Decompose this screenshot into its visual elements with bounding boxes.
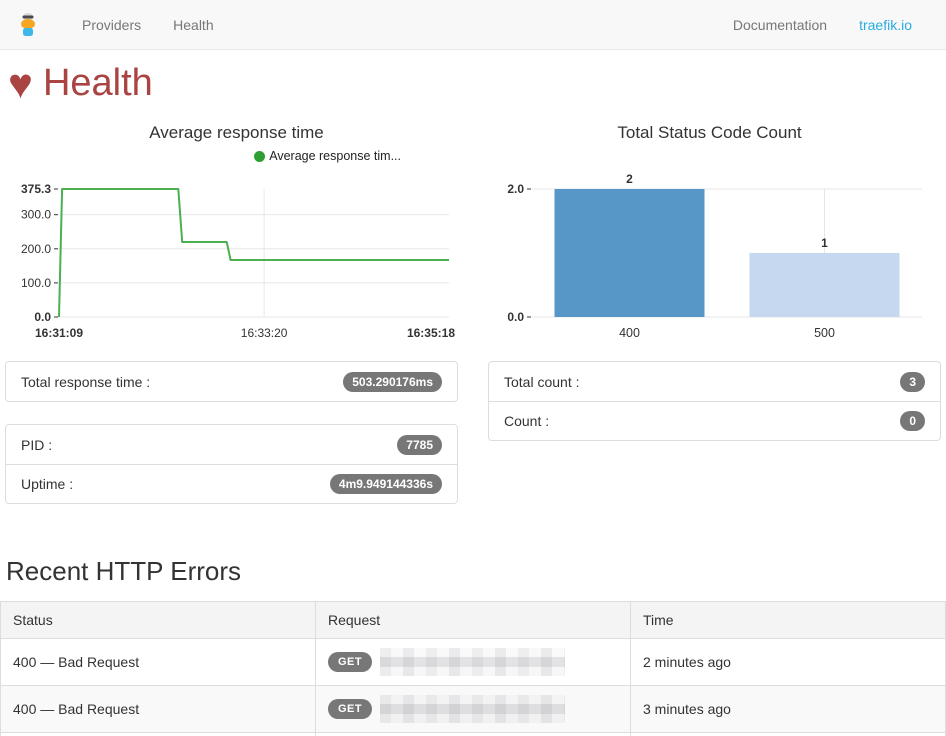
total-response-time-panel: Total response time : 503.290176ms [5, 361, 458, 402]
page-title: Health [42, 62, 153, 104]
recent-http-errors-section: Recent HTTP Errors Status Request Time 4… [0, 556, 946, 736]
error-table-row: 400 — Bad Request GET 3 minutes ago [0, 685, 946, 733]
nav-item-health[interactable]: Health [173, 16, 214, 33]
legend-dot-icon [254, 150, 266, 162]
counts-panel: Total count : 3 Count : 0 [488, 361, 941, 441]
redacted-request-url [380, 648, 566, 676]
http-method-badge: GET [328, 699, 373, 719]
traefik-logo-icon [21, 12, 35, 36]
svg-text:2.0: 2.0 [507, 182, 524, 196]
pid-label: PID : [21, 436, 53, 453]
svg-text:0.0: 0.0 [507, 310, 524, 324]
count-row: Count : 0 [489, 401, 940, 440]
traefik-logo[interactable] [18, 12, 38, 38]
error-time-cell: 2 minutes ago [630, 638, 946, 686]
column-header-request: Request [315, 601, 631, 639]
response-time-chart-title: Average response time [149, 123, 324, 142]
svg-text:16:35:18: 16:35:18 [407, 326, 455, 340]
error-table-row: 400 — Bad Request GET 2 minutes ago [0, 638, 946, 686]
svg-text:0.0: 0.0 [34, 310, 51, 324]
error-status-cell: 500 — Internal Server Error [0, 732, 316, 736]
svg-text:100.0: 100.0 [21, 276, 51, 290]
summary-left-column: Total response time : 503.290176ms PID :… [5, 361, 458, 526]
charts-row: Average response time Average response t… [0, 107, 946, 347]
svg-text:300.0: 300.0 [21, 208, 51, 222]
process-info-panel: PID : 7785 Uptime : 4m9.949144336s [5, 424, 458, 504]
error-time-cell: 4 minutes ago [630, 732, 946, 736]
status-code-chart-panel: Total Status Code Count 0.0 2.0 2 400 1 500 [473, 107, 946, 347]
heart-icon: ♥ [8, 59, 33, 107]
column-header-status: Status [0, 601, 316, 639]
navbar: Providers Health Documentation traefik.i… [0, 0, 946, 50]
pid-row: PID : 7785 [6, 425, 457, 464]
svg-text:2: 2 [626, 172, 633, 186]
error-request-cell: GET [315, 638, 631, 686]
count-badge: 0 [900, 411, 925, 431]
svg-text:200.0: 200.0 [21, 242, 51, 256]
error-status-cell: 400 — Bad Request [0, 638, 316, 686]
error-request-cell: GET [315, 732, 631, 736]
column-header-time: Time [630, 601, 946, 639]
total-response-time-row: Total response time : 503.290176ms [6, 362, 457, 401]
nav-item-traefik-io[interactable]: traefik.io [859, 16, 912, 33]
response-time-chart-panel: Average response time Average response t… [0, 107, 473, 347]
svg-text:400: 400 [619, 326, 640, 340]
error-request-cell: GET [315, 685, 631, 733]
summary-panels: Total response time : 503.290176ms PID :… [0, 361, 946, 526]
legend-label: Average response tim... [269, 149, 401, 163]
response-time-legend: Average response tim... [0, 145, 473, 167]
svg-text:500: 500 [814, 326, 835, 340]
total-count-badge: 3 [900, 371, 925, 392]
svg-text:16:33:20: 16:33:20 [241, 326, 288, 340]
status-code-chart-title: Total Status Code Count [617, 123, 802, 142]
nav-item-providers[interactable]: Providers [82, 16, 142, 33]
page-head: ♥ Health [8, 62, 946, 105]
status-code-legend-spacer [473, 145, 946, 167]
total-count-row: Total count : 3 [489, 362, 940, 401]
recent-http-errors-heading: Recent HTTP Errors [6, 556, 242, 586]
navbar-right: Documentation traefik.io [717, 17, 928, 33]
status-code-bar-chart: 0.0 2.0 2 400 1 500 [507, 172, 922, 340]
response-time-line-chart: 0.0 100.0 200.0 300.0 375.3 16:31:09 16:33:20 1… [21, 182, 455, 340]
redacted-request-url [380, 695, 566, 723]
svg-text:375.3: 375.3 [21, 182, 51, 196]
total-count-label: Total count : [504, 373, 580, 390]
error-status-cell: 400 — Bad Request [0, 685, 316, 733]
http-method-badge: GET [328, 652, 373, 672]
count-label: Count : [504, 413, 550, 429]
svg-text:1: 1 [821, 236, 828, 250]
pid-badge: 7785 [397, 434, 442, 455]
total-response-time-badge: 503.290176ms [343, 371, 442, 392]
http-errors-table: Status Request Time 400 — Bad Request GET… [0, 601, 946, 736]
summary-right-column: Total count : 3 Count : 0 [488, 361, 941, 526]
error-table-row: 500 — Internal Server ErrorGET4 minutes … [0, 732, 946, 736]
uptime-row: Uptime : 4m9.949144336s [6, 464, 457, 503]
error-time-cell: 3 minutes ago [630, 685, 946, 733]
table-header-row: Status Request Time [0, 601, 946, 639]
uptime-label: Uptime : [21, 476, 74, 492]
svg-text:16:31:09: 16:31:09 [35, 326, 83, 340]
total-response-time-label: Total response time : [21, 373, 151, 390]
nav-item-documentation[interactable]: Documentation [732, 16, 828, 33]
uptime-badge: 4m9.949144336s [329, 474, 442, 494]
